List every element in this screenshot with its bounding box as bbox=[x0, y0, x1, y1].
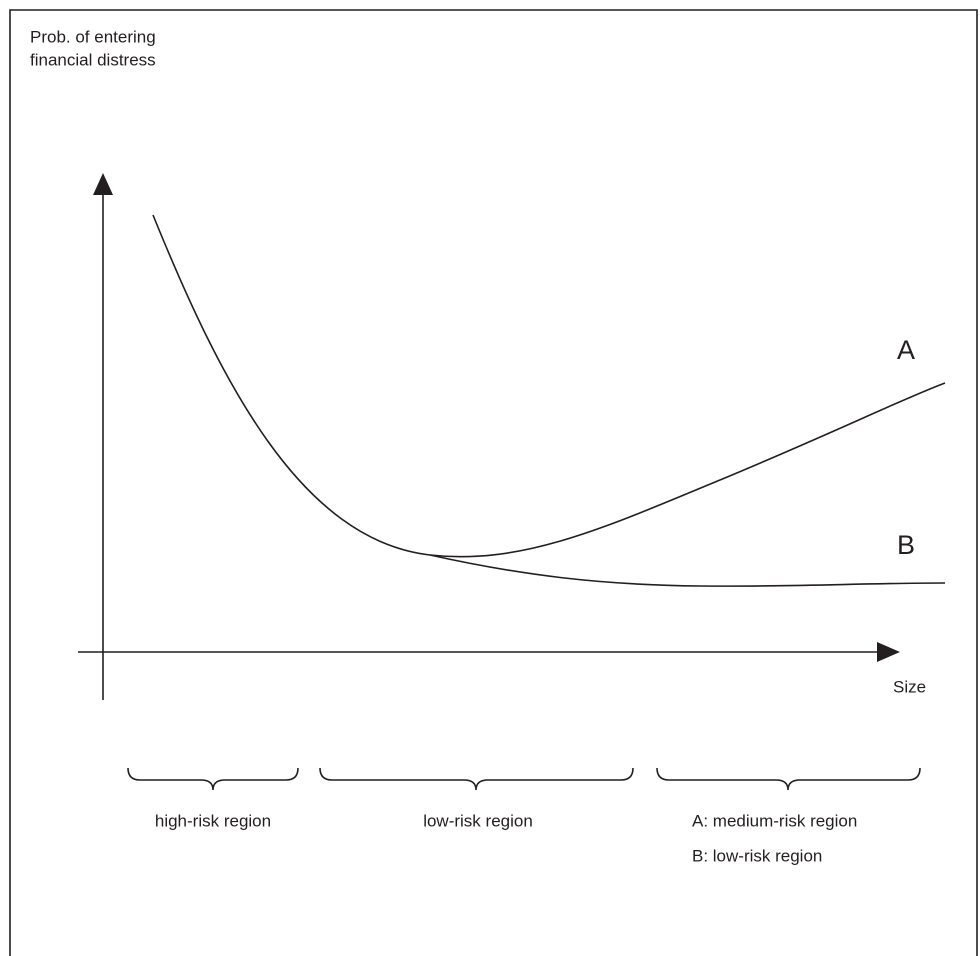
region-label: low-risk region bbox=[423, 811, 533, 830]
region-label: high-risk region bbox=[155, 811, 271, 830]
curve-label: B bbox=[897, 530, 915, 560]
frame bbox=[9, 9, 978, 956]
y-axis-label: Prob. of entering bbox=[30, 27, 156, 46]
x-axis-arrow bbox=[877, 642, 900, 662]
x-axis-label: Size bbox=[893, 677, 926, 696]
y-axis-label: financial distress bbox=[30, 50, 156, 69]
brace bbox=[319, 767, 634, 791]
y-axis-arrow bbox=[93, 173, 113, 195]
region-label: B: low-risk region bbox=[692, 846, 822, 865]
shared-curve bbox=[152, 214, 431, 556]
curve-b bbox=[429, 554, 946, 587]
curve-label: A bbox=[897, 335, 915, 365]
region-label: A: medium-risk region bbox=[692, 811, 857, 830]
brace bbox=[127, 767, 299, 791]
brace bbox=[656, 767, 921, 791]
curve-a bbox=[429, 382, 946, 558]
